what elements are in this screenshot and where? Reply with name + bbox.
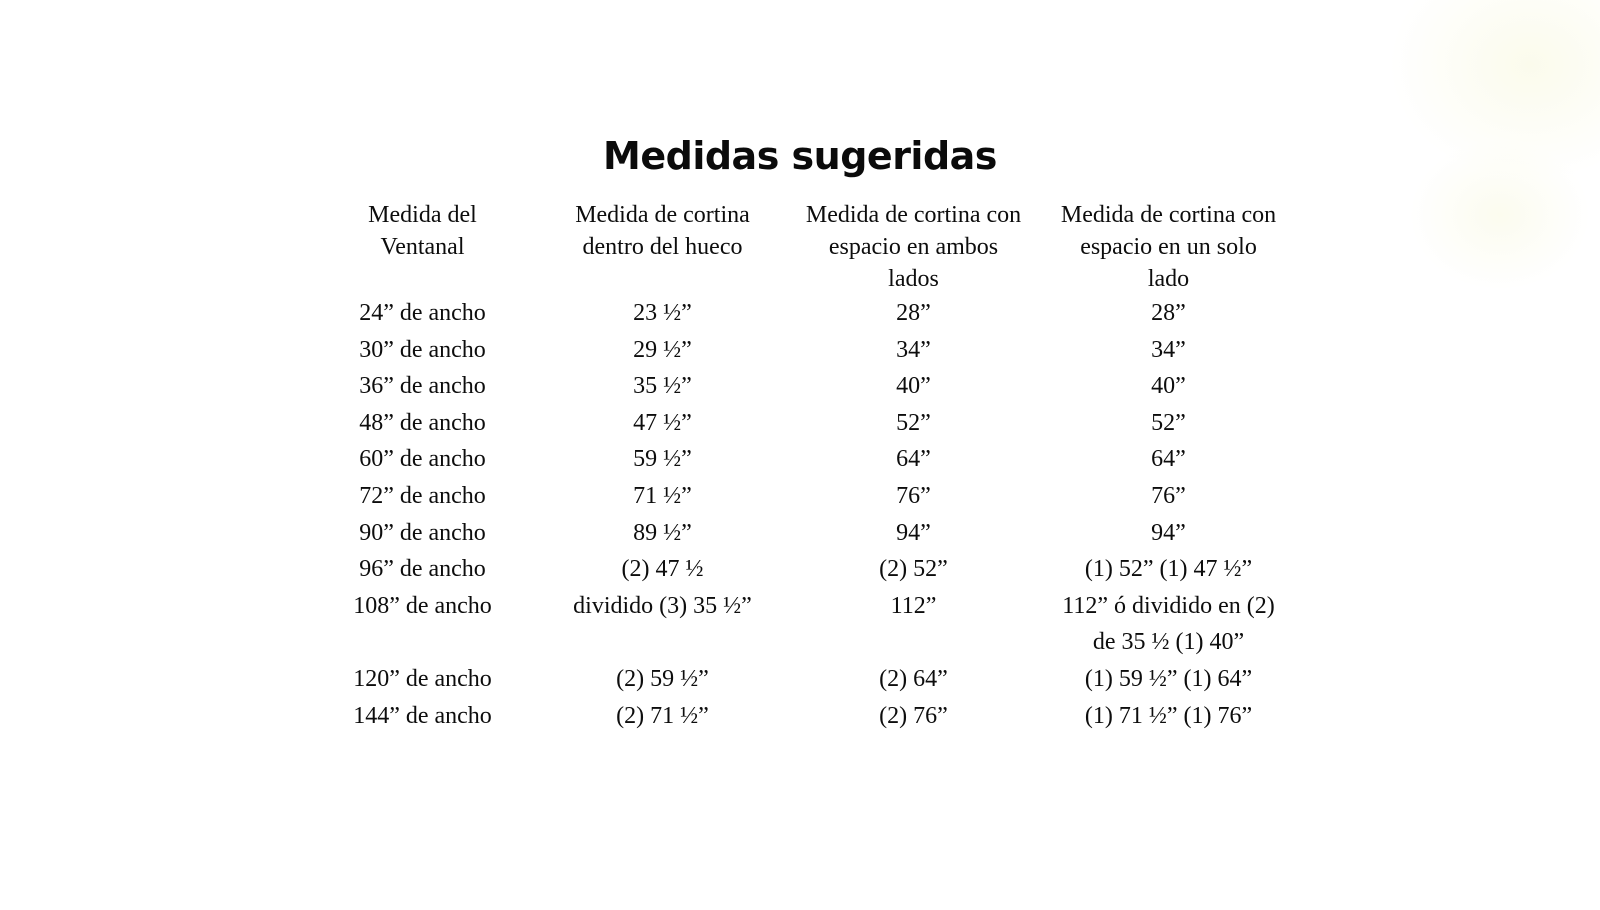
cell-inside-recess: 59 ½”	[633, 446, 692, 473]
table-row: 90” de ancho 89 ½” 94” 94”	[310, 515, 1300, 552]
cell-window-size: 108” de ancho	[353, 592, 492, 619]
cell-window-size: 30” de ancho	[359, 336, 486, 363]
table-row: 144” de ancho (2) 71 ½” (2) 76” (1) 71 ½…	[310, 698, 1300, 735]
table-row: 36” de ancho 35 ½” 40” 40”	[310, 368, 1300, 405]
cell-space-both-sides: 34”	[896, 336, 931, 363]
cell-window-size: 144” de ancho	[353, 702, 492, 729]
column-header-window-size: Medida del Ventanal	[368, 202, 477, 260]
table-row: 48” de ancho 47 ½” 52” 52”	[310, 405, 1300, 442]
cell-space-one-side: 76”	[1151, 482, 1186, 509]
cell-space-one-side: 64”	[1151, 446, 1186, 473]
cell-space-both-sides: 64”	[896, 446, 931, 473]
cell-window-size: 24” de ancho	[359, 300, 486, 326]
cell-space-both-sides: (2) 64”	[879, 665, 948, 692]
cell-space-both-sides: 76”	[896, 482, 931, 509]
cell-space-one-side: 40”	[1151, 373, 1186, 400]
cell-inside-recess: 35 ½”	[633, 373, 692, 400]
suggested-measures-table: Medida del Ventanal Medida de cortina de…	[310, 199, 1300, 734]
cell-space-one-side: (1) 59 ½” (1) 64”	[1084, 665, 1253, 692]
column-header-curtain-space-one-side: Medida de cortina con espacio en un solo…	[1060, 202, 1277, 292]
cell-space-both-sides: 40”	[896, 373, 931, 400]
cell-space-both-sides: 94”	[896, 519, 931, 546]
table-row: 96” de ancho (2) 47 ½ (2) 52” (1) 52” (1…	[310, 551, 1300, 588]
cell-window-size: 120” de ancho	[353, 665, 492, 692]
background-decoration-blob-small	[1410, 140, 1590, 290]
cell-inside-recess: 23 ½”	[633, 300, 692, 326]
cell-window-size: 96” de ancho	[359, 556, 486, 583]
cell-inside-recess: 71 ½”	[633, 482, 692, 509]
cell-window-size: 72” de ancho	[359, 482, 486, 509]
cell-space-one-side: 112” ó dividido en (2) de 35 ½ (1) 40”	[1062, 592, 1275, 656]
cell-space-one-side: (1) 52” (1) 47 ½”	[1084, 556, 1253, 583]
cell-inside-recess: 29 ½”	[633, 336, 692, 363]
cell-space-both-sides: (2) 52”	[879, 556, 948, 583]
cell-space-one-side: 52”	[1151, 409, 1186, 436]
cell-inside-recess: (2) 71 ½”	[616, 702, 709, 729]
table-row: 60” de ancho 59 ½” 64” 64”	[310, 441, 1300, 478]
cell-inside-recess: (2) 59 ½”	[616, 665, 709, 692]
cell-inside-recess: (2) 47 ½	[621, 556, 704, 583]
cell-space-both-sides: 28”	[896, 300, 931, 326]
cell-window-size: 60” de ancho	[359, 446, 486, 473]
table-row: 108” de ancho dividido (3) 35 ½” 112” 11…	[310, 588, 1300, 661]
table-header-row: Medida del Ventanal Medida de cortina de…	[310, 199, 1300, 295]
cell-space-one-side: 94”	[1151, 519, 1186, 546]
cell-space-both-sides: (2) 76”	[879, 702, 948, 729]
cell-window-size: 90” de ancho	[359, 519, 486, 546]
cell-inside-recess: 89 ½”	[633, 519, 692, 546]
cell-space-one-side: (1) 71 ½” (1) 76”	[1084, 702, 1253, 729]
cell-space-both-sides: 52”	[896, 409, 931, 436]
page-title: Medidas sugeridas	[603, 134, 997, 178]
table-row: 30” de ancho 29 ½” 34” 34”	[310, 332, 1300, 369]
cell-space-one-side: 28”	[1151, 300, 1186, 326]
table-row: 72” de ancho 71 ½” 76” 76”	[310, 478, 1300, 515]
cell-space-both-sides: 112”	[890, 592, 937, 619]
cell-inside-recess: dividido (3) 35 ½”	[573, 592, 752, 619]
table-row: 24” de ancho 23 ½” 28” 28”	[310, 295, 1300, 332]
cell-inside-recess: 47 ½”	[633, 409, 692, 436]
cell-window-size: 48” de ancho	[359, 409, 486, 436]
column-header-curtain-space-both-sides: Medida de cortina con espacio en ambos l…	[805, 202, 1022, 292]
cell-space-one-side: 34”	[1151, 336, 1186, 363]
table-row: 120” de ancho (2) 59 ½” (2) 64” (1) 59 ½…	[310, 661, 1300, 698]
column-header-curtain-inside-recess: Medida de cortina dentro del hueco	[575, 202, 750, 260]
cell-window-size: 36” de ancho	[359, 373, 486, 400]
